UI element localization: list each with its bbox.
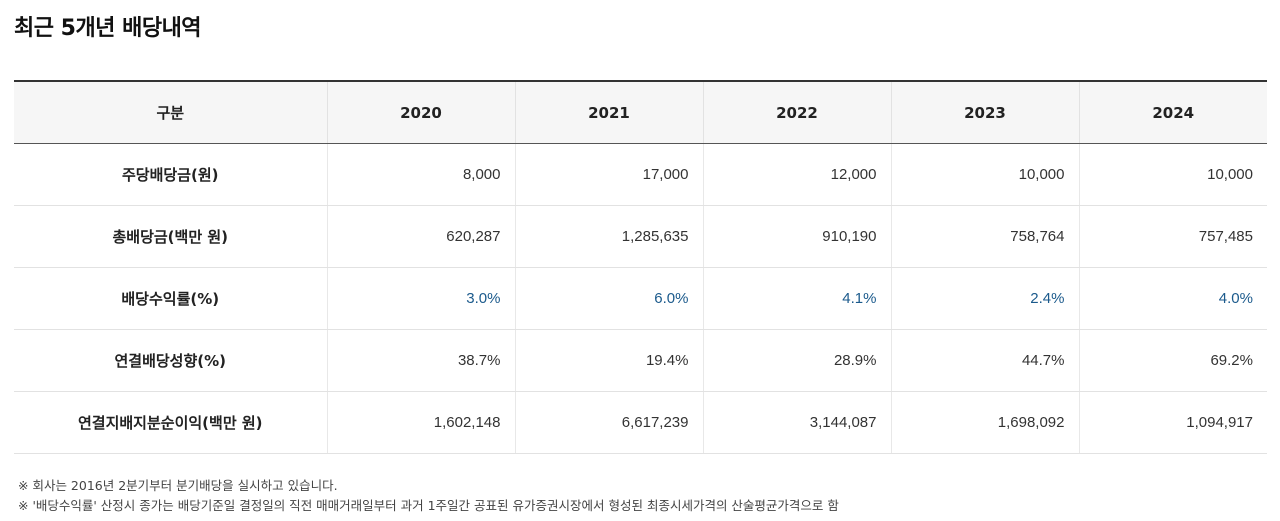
table-cell: 910,190 [702,205,891,268]
table-row: 연결지배지분순이익(백만 원) 1,602,148 6,617,239 3,14… [14,391,1267,454]
table-cell: 758,764 [890,205,1079,268]
table-cell: 1,094,917 [1078,391,1267,454]
table-header-row: 구분 2020 2021 2022 2023 2024 [14,81,1267,144]
row-label: 연결지배지분순이익(백만 원) [14,391,327,454]
table-cell: 69.2% [1078,329,1267,392]
table-cell: 17,000 [514,143,703,206]
footnote: ※ 회사는 2016년 2분기부터 분기배당을 실시하고 있습니다. [18,478,338,493]
page-title: 최근 5개년 배당내역 [14,16,202,41]
table-row: 총배당금(백만 원) 620,287 1,285,635 910,190 758… [14,205,1267,268]
header-category: 구분 [14,81,327,144]
dividend-table: 구분 2020 2021 2022 2023 2024 주당배당금(원) 8,0… [14,80,1267,454]
table-cell: 6,617,239 [514,391,703,454]
table-cell: 8,000 [326,143,515,206]
table-cell: 1,285,635 [514,205,703,268]
header-year: 2023 [890,81,1079,144]
table-cell: 44.7% [890,329,1079,392]
row-label: 배당수익률(%) [14,267,327,330]
header-year: 2020 [326,81,515,144]
table-cell: 3,144,087 [702,391,891,454]
table-cell: 6.0% [514,267,703,330]
table-cell: 620,287 [326,205,515,268]
header-year: 2022 [702,81,891,144]
table-cell: 10,000 [1078,143,1267,206]
footnotes: ※ 회사는 2016년 2분기부터 분기배당을 실시하고 있습니다. ※ '배당… [18,476,839,516]
row-label: 연결배당성향(%) [14,329,327,392]
table-cell: 4.0% [1078,267,1267,330]
table-row: 주당배당금(원) 8,000 17,000 12,000 10,000 10,0… [14,143,1267,206]
table-cell: 4.1% [702,267,891,330]
table-cell: 28.9% [702,329,891,392]
table-cell: 2.4% [890,267,1079,330]
row-label: 주당배당금(원) [14,143,327,206]
table-cell: 3.0% [326,267,515,330]
table-row: 배당수익률(%) 3.0% 6.0% 4.1% 2.4% 4.0% [14,267,1267,330]
table-cell: 1,602,148 [326,391,515,454]
table-cell: 10,000 [890,143,1079,206]
table-cell: 1,698,092 [890,391,1079,454]
footnote: ※ '배당수익률' 산정시 종가는 배당기준일 결정일의 직전 매매거래일부터 … [18,498,839,513]
header-year: 2021 [514,81,703,144]
table-row: 연결배당성향(%) 38.7% 19.4% 28.9% 44.7% 69.2% [14,329,1267,392]
row-label: 총배당금(백만 원) [14,205,327,268]
header-year: 2024 [1078,81,1267,144]
table-cell: 12,000 [702,143,891,206]
table-cell: 38.7% [326,329,515,392]
table-cell: 19.4% [514,329,703,392]
table-cell: 757,485 [1078,205,1267,268]
